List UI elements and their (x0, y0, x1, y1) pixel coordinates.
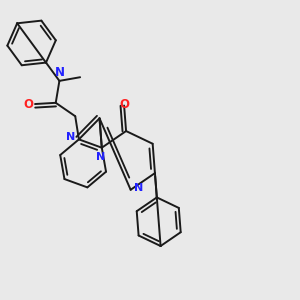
Text: O: O (23, 98, 33, 110)
Text: N: N (55, 66, 65, 79)
Text: O: O (119, 98, 129, 111)
Text: N: N (134, 183, 143, 193)
Text: N: N (96, 152, 105, 162)
Text: N: N (66, 132, 75, 142)
